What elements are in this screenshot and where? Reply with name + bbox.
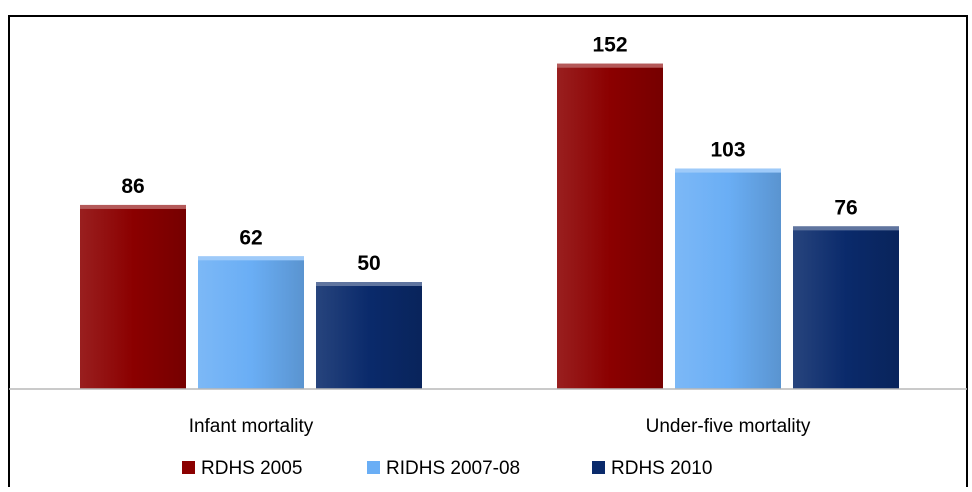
- bar-under-five-mortality-rdhs-2010: [793, 226, 899, 389]
- legend-label-rdhs-2005: RDHS 2005: [201, 458, 302, 479]
- bar-cap-under-five-mortality-rdhs-2005: [557, 63, 663, 68]
- bar-cap-under-five-mortality-ridhs-2007-08: [675, 168, 781, 173]
- bar-infant-mortality-rdhs-2010: [316, 282, 422, 389]
- bar-infant-mortality-ridhs-2007-08: [198, 256, 304, 389]
- bars-layer: [80, 63, 899, 389]
- bar-under-five-mortality-rdhs-2005: [557, 63, 663, 389]
- legend-label-ridhs-2007-08: RIDHS 2007-08: [386, 458, 520, 479]
- data-label-infant-mortality-rdhs-2005: 86: [121, 175, 144, 198]
- data-label-under-five-mortality-rdhs-2005: 152: [592, 34, 627, 57]
- bar-under-five-mortality-ridhs-2007-08: [675, 168, 781, 389]
- legend-swatch-rdhs-2005: [182, 461, 195, 474]
- data-label-infant-mortality-ridhs-2007-08: 62: [239, 226, 262, 249]
- legend: RDHS 2005 RIDHS 2007-08 RDHS 2010: [182, 458, 712, 479]
- bar-cap-infant-mortality-rdhs-2005: [80, 204, 186, 209]
- bar-infant-mortality-rdhs-2005: [80, 204, 186, 389]
- labels-layer: 86 62 50 Infant mortality 152 103 76 Under-five…: [121, 34, 857, 437]
- bar-cap-under-five-mortality-rdhs-2010: [793, 226, 899, 231]
- data-label-under-five-mortality-rdhs-2010: 76: [834, 196, 857, 219]
- legend-label-rdhs-2010: RDHS 2010: [611, 458, 712, 479]
- bar-cap-infant-mortality-rdhs-2010: [316, 282, 422, 286]
- category-label-infant-mortality: Infant mortality: [189, 416, 314, 437]
- data-label-infant-mortality-rdhs-2010: 50: [357, 252, 380, 275]
- legend-swatch-ridhs-2007-08: [367, 461, 380, 474]
- bar-cap-infant-mortality-ridhs-2007-08: [198, 256, 304, 261]
- legend-swatch-rdhs-2010: [592, 461, 605, 474]
- data-label-under-five-mortality-ridhs-2007-08: 103: [710, 139, 745, 162]
- category-label-under-five-mortality: Under-five mortality: [646, 416, 811, 437]
